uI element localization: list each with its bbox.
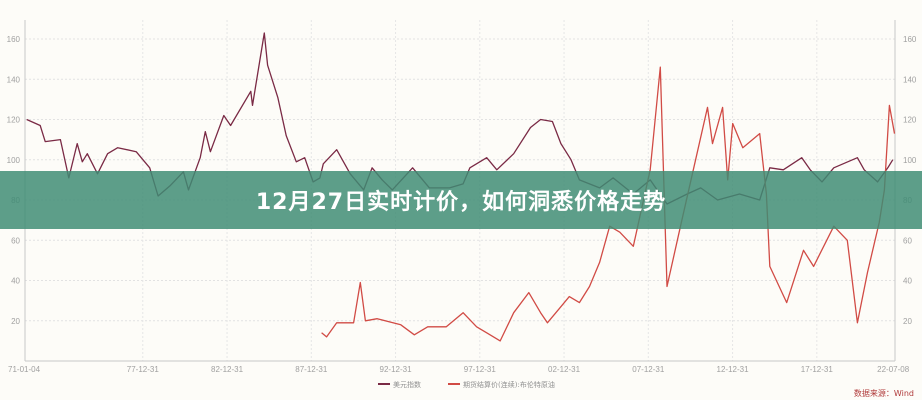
title-banner: 12月27日实时计价，如何洞悉价格走势 bbox=[0, 171, 922, 229]
x-tick-label: 07-12-31 bbox=[632, 365, 665, 374]
legend-label-dollar-index: 美元指数 bbox=[393, 380, 421, 389]
left-y-tick-label: 20 bbox=[11, 317, 20, 326]
x-tick-labels: 71-01-04 77-12-31 82-12-31 87-12-31 92-12-31… bbox=[8, 365, 910, 374]
x-tick-label: 97-12-31 bbox=[464, 365, 497, 374]
right-y-tick-label: 60 bbox=[903, 236, 912, 245]
legend-item-brent[interactable]: 期货结算价(连续):布伦特原油 bbox=[448, 380, 555, 389]
x-tick-label: 71-01-04 bbox=[8, 365, 41, 374]
x-tick-label: 92-12-31 bbox=[380, 365, 413, 374]
left-y-tick-label: 100 bbox=[7, 156, 21, 165]
right-y-tick-label: 120 bbox=[903, 116, 917, 125]
data-source-label: 数据来源：Wind bbox=[854, 388, 914, 398]
x-tick-label: 02-12-31 bbox=[548, 365, 581, 374]
x-tick-label: 77-12-31 bbox=[127, 365, 160, 374]
left-y-tick-label: 40 bbox=[11, 277, 20, 286]
left-y-tick-label: 160 bbox=[7, 35, 21, 44]
x-tick-label: 12-12-31 bbox=[717, 365, 750, 374]
x-tick-label: 22-07-08 bbox=[877, 365, 910, 374]
right-y-tick-label: 20 bbox=[903, 317, 912, 326]
right-y-tick-label: 160 bbox=[903, 35, 917, 44]
x-tick-label: 82-12-31 bbox=[211, 365, 244, 374]
right-y-tick-label: 140 bbox=[903, 75, 917, 84]
brent-crude-line bbox=[321, 66, 896, 342]
x-tick-label: 17-12-31 bbox=[801, 365, 834, 374]
legend-label-brent: 期货结算价(连续):布伦特原油 bbox=[463, 380, 555, 389]
right-y-tick-label: 40 bbox=[903, 277, 912, 286]
banner-title: 12月27日实时计价，如何洞悉价格走势 bbox=[255, 190, 667, 215]
legend: 美元指数 期货结算价(连续):布伦特原油 bbox=[378, 380, 555, 389]
left-y-tick-label: 60 bbox=[11, 236, 20, 245]
x-tick-label: 87-12-31 bbox=[295, 365, 328, 374]
left-y-tick-label: 140 bbox=[7, 75, 21, 84]
left-y-tick-label: 120 bbox=[7, 116, 21, 125]
right-y-tick-label: 100 bbox=[903, 156, 917, 165]
legend-item-dollar-index[interactable]: 美元指数 bbox=[378, 380, 421, 389]
